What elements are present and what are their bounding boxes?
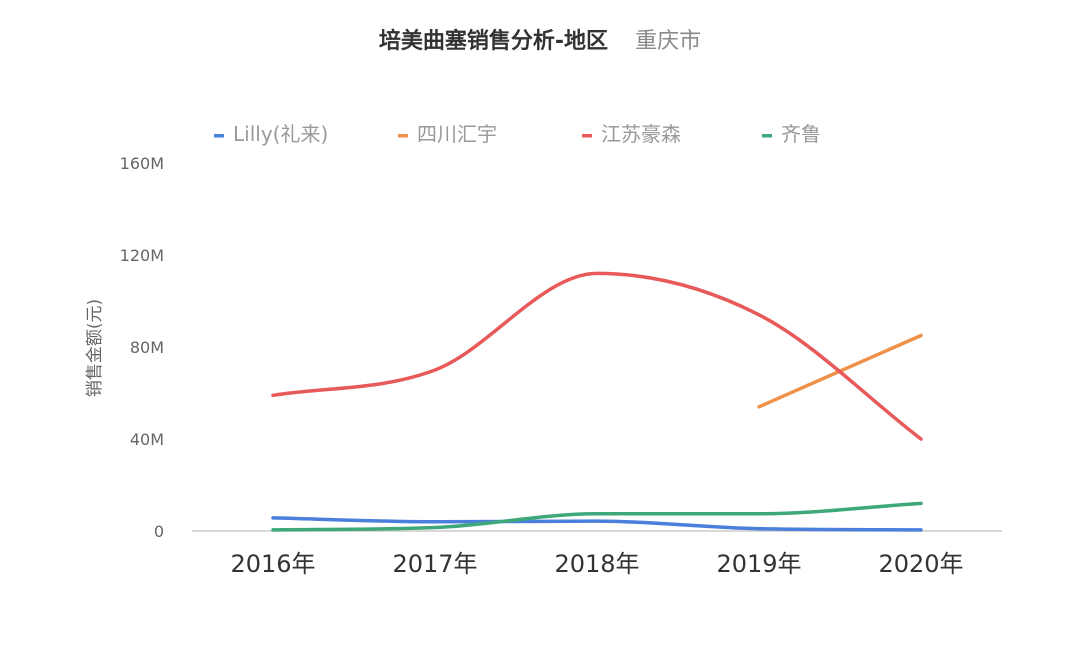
legend-item[interactable]: 四川汇宇 <box>398 122 497 146</box>
y-axis-ticks: 0 40M 80M 120M 160M <box>120 154 164 541</box>
legend-label: Lilly(礼来) <box>233 122 328 146</box>
legend-label: 江苏豪森 <box>601 122 681 146</box>
y-tick-label: 120M <box>120 246 164 265</box>
legend-label: 四川汇宇 <box>417 122 497 146</box>
legend: Lilly(礼来) 四川汇宇 江苏豪森 齐鲁 <box>214 122 821 146</box>
legend-swatch <box>398 134 408 138</box>
legend-item[interactable]: 江苏豪森 <box>582 122 681 146</box>
legend-swatch <box>214 134 224 138</box>
y-tick-label: 40M <box>130 430 164 449</box>
x-tick-label: 2020年 <box>878 550 963 578</box>
y-tick-label: 160M <box>120 154 164 173</box>
series-group <box>271 271 923 532</box>
chart-title-group: 培美曲塞销售分析-地区 重庆市 <box>379 28 701 54</box>
x-tick-label: 2019年 <box>716 550 801 578</box>
legend-item[interactable]: Lilly(礼来) <box>214 122 328 146</box>
series-line <box>271 501 923 532</box>
x-axis-ticks: 2016年 2017年 2018年 2019年 2020年 <box>230 550 963 578</box>
x-tick-label: 2017年 <box>392 550 477 578</box>
x-tick-label: 2016年 <box>230 550 315 578</box>
x-tick-label: 2018年 <box>554 550 639 578</box>
y-tick-label: 80M <box>130 338 164 357</box>
legend-swatch <box>762 134 772 138</box>
series-line <box>271 271 923 441</box>
chart-title: 培美曲塞销售分析-地区 <box>379 28 608 54</box>
legend-swatch <box>582 134 592 138</box>
legend-item[interactable]: 齐鲁 <box>762 122 821 146</box>
y-axis-label: 销售金额(元) <box>85 299 105 397</box>
legend-label: 齐鲁 <box>781 122 821 146</box>
chart-subtitle: 重庆市 <box>635 29 701 54</box>
y-tick-label: 0 <box>154 522 164 541</box>
series-line <box>271 516 923 532</box>
